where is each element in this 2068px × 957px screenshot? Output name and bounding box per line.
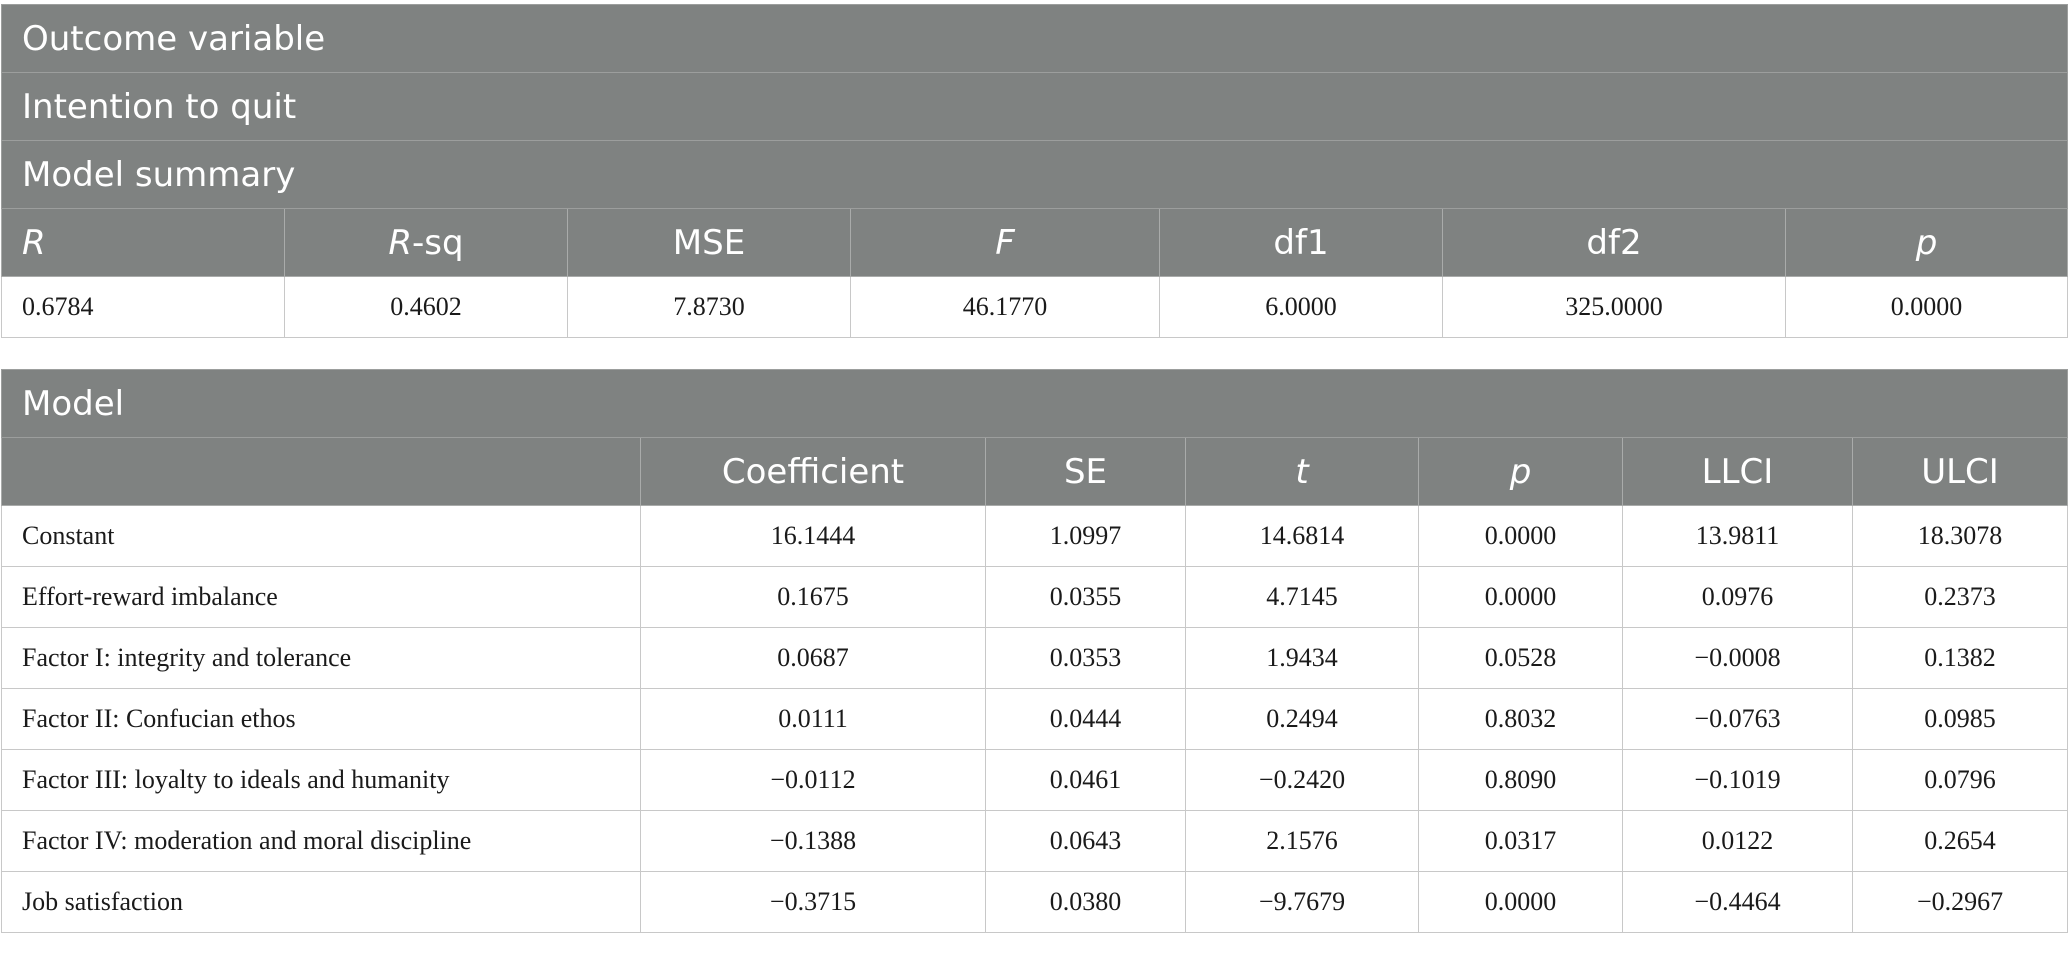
header-rsq: R-sq: [284, 208, 568, 277]
table-row: Effort-reward imbalance 0.1675 0.0355 4.714…: [1, 566, 2068, 628]
outcome-name: Intention to quit: [0, 72, 2068, 141]
cell-coefficient: 0.0687: [640, 627, 986, 689]
cell-predictor: Effort-reward imbalance: [1, 566, 641, 628]
cell-se: 0.0461: [985, 749, 1186, 811]
header-df2: df2: [1442, 208, 1786, 277]
table-row: Factor I: integrity and tolerance 0.0687 0…: [1, 627, 2068, 689]
cell-t: 14.6814: [1185, 505, 1419, 567]
model-summary-heading: Model summary: [0, 140, 2068, 209]
cell-coefficient: 16.1444: [640, 505, 986, 567]
cell-se: 0.0444: [985, 688, 1186, 750]
outcome-variable-heading: Outcome variable: [0, 4, 2068, 73]
table-row: Job satisfaction −0.3715 0.0380 −9.7679 0.00…: [1, 871, 2068, 933]
cell-coefficient: −0.3715: [640, 871, 986, 933]
cell-ulci: −0.2967: [1851, 871, 2068, 933]
cell-predictor: Factor IV: moderation and moral discipli…: [1, 810, 641, 872]
table-row: Constant 16.1444 1.0997 14.6814 0.0000 13.981…: [1, 505, 2068, 567]
cell-p: 0.0528: [1418, 627, 1623, 689]
cell-p: 0.8090: [1418, 749, 1623, 811]
cell-t: 2.1576: [1185, 810, 1419, 872]
table-row: Factor II: Confucian ethos 0.0111 0.0444 0.…: [1, 688, 2068, 750]
cell-predictor: Factor III: loyalty to ideals and humani…: [1, 749, 641, 811]
header-llci: LLCI: [1622, 437, 1853, 506]
cell-predictor: Factor I: integrity and tolerance: [1, 627, 641, 689]
cell-llci: −0.4464: [1622, 871, 1853, 933]
cell-p: 0.0000: [1418, 505, 1623, 567]
value-f: 46.1770: [850, 276, 1160, 338]
header-r: R: [1, 208, 285, 277]
header-ulci: ULCI: [1851, 437, 2068, 506]
cell-se: 1.0997: [985, 505, 1186, 567]
header-f: F: [850, 208, 1160, 277]
header-t: t: [1185, 437, 1419, 506]
value-mse: 7.8730: [567, 276, 851, 338]
cell-t: 1.9434: [1185, 627, 1419, 689]
cell-coefficient: 0.1675: [640, 566, 986, 628]
cell-p: 0.0000: [1418, 871, 1623, 933]
header-se: SE: [985, 437, 1186, 506]
cell-ulci: 0.2654: [1851, 810, 2068, 872]
cell-p: 0.0000: [1418, 566, 1623, 628]
value-df2: 325.0000: [1442, 276, 1786, 338]
cell-p: 0.0317: [1418, 810, 1623, 872]
cell-se: 0.0643: [985, 810, 1186, 872]
table-row: Factor III: loyalty to ideals and humani…: [1, 749, 2068, 811]
cell-llci: 13.9811: [1622, 505, 1853, 567]
cell-coefficient: −0.1388: [640, 810, 986, 872]
model-summary-table: Outcome variable Intention to quit Model…: [0, 4, 2068, 338]
cell-predictor: Factor II: Confucian ethos: [1, 688, 641, 750]
cell-t: 0.2494: [1185, 688, 1419, 750]
cell-t: 4.7145: [1185, 566, 1419, 628]
cell-se: 0.0355: [985, 566, 1186, 628]
value-df1: 6.0000: [1159, 276, 1443, 338]
cell-ulci: 0.0796: [1851, 749, 2068, 811]
cell-ulci: 0.1382: [1851, 627, 2068, 689]
header-mse: MSE: [567, 208, 851, 277]
table-row: Factor IV: moderation and moral discipli…: [1, 810, 2068, 872]
header-predictor: [1, 437, 641, 506]
cell-t: −9.7679: [1185, 871, 1419, 933]
cell-predictor: Job satisfaction: [1, 871, 641, 933]
model-heading: Model: [0, 369, 2068, 438]
cell-se: 0.0353: [985, 627, 1186, 689]
model-coefficients-table: Model Coefficient SE t p LLCI ULCI Const…: [0, 369, 2068, 933]
header-p-model: p: [1418, 437, 1623, 506]
cell-coefficient: −0.0112: [640, 749, 986, 811]
header-coefficient: Coefficient: [640, 437, 986, 506]
cell-ulci: 18.3078: [1851, 505, 2068, 567]
cell-llci: 0.0976: [1622, 566, 1853, 628]
cell-llci: −0.0008: [1622, 627, 1853, 689]
cell-llci: −0.0763: [1622, 688, 1853, 750]
header-p: p: [1784, 208, 2068, 277]
cell-t: −0.2420: [1185, 749, 1419, 811]
cell-ulci: 0.2373: [1851, 566, 2068, 628]
value-r: 0.6784: [1, 276, 285, 338]
header-rsq-italic: R: [388, 222, 413, 263]
cell-llci: −0.1019: [1622, 749, 1853, 811]
cell-p: 0.8032: [1418, 688, 1623, 750]
cell-predictor: Constant: [1, 505, 641, 567]
model-table-body: Constant 16.1444 1.0997 14.6814 0.0000 13.981…: [1, 505, 2068, 933]
value-p: 0.0000: [1784, 276, 2068, 338]
cell-se: 0.0380: [985, 871, 1186, 933]
header-rsq-suffix: -sq: [412, 222, 464, 263]
header-df1: df1: [1159, 208, 1443, 277]
cell-coefficient: 0.0111: [640, 688, 986, 750]
cell-ulci: 0.0985: [1851, 688, 2068, 750]
value-rsq: 0.4602: [284, 276, 568, 338]
cell-llci: 0.0122: [1622, 810, 1853, 872]
